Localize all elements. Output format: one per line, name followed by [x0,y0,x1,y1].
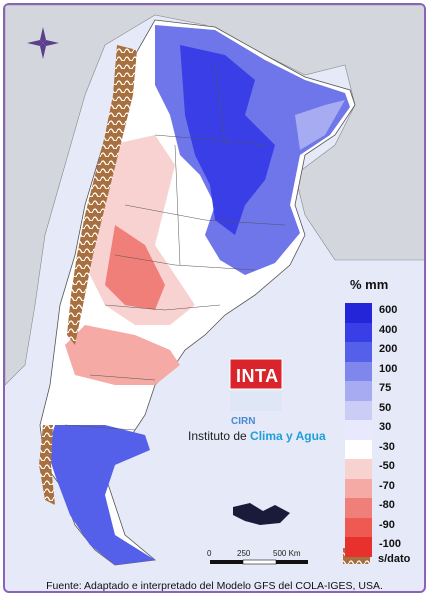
legend-item: -100 [345,537,424,557]
wet-ne [295,100,345,150]
wet-core-north [180,45,275,235]
legend-label: 200 [379,343,398,355]
province-borders [64,64,286,431]
legend-label: 30 [379,421,392,433]
scale-label-0: 0 [207,549,212,558]
inta-logo-text: INTA [236,366,279,386]
legend-item: -50 [345,459,424,479]
legend-label: 400 [379,323,398,336]
compass-icon [27,27,59,59]
wet-area-south [47,425,155,565]
legend-swatch [345,439,372,459]
legend-swatch [345,322,372,342]
scale-label-500: 500 Km [273,549,301,558]
nodata-south [39,425,55,505]
nodata-andes [67,45,137,345]
legend-label: -100 [379,538,402,550]
dry-core [105,225,165,310]
legend: 600 400 200 100 75 50 30 -30 -50 -70 -80 -90 -100 [345,303,424,557]
legend-item: -70 [345,478,424,498]
legend-swatch [345,498,372,518]
legend-swatch [345,400,372,420]
legend-label: -30 [379,440,395,453]
legend-title: % mm [350,277,389,292]
legend-swatch [345,517,372,537]
map-frame: % mm 600 400 200 100 75 50 30 -30 -50 -70 -80 -90 -1… [3,3,426,593]
malvinas-islands [233,503,290,525]
source-caption: Fuente: Adaptado e interpretado del Mode… [46,580,383,592]
legend-label: -80 [379,499,395,511]
legend-item: -30 [345,439,424,459]
legend-label: 600 [379,304,398,316]
legend-item: 100 [345,361,424,381]
legend-label: -90 [379,518,395,531]
institute-label: Instituto de Clima y Agua [188,429,326,443]
nodata-label: s/dato [378,553,411,565]
legend-item: -80 [345,498,424,518]
legend-item: -90 [345,517,424,537]
legend-label: 100 [379,362,398,375]
legend-item: 400 [345,322,424,342]
inta-logo-base [230,391,282,411]
map-canvas [5,5,424,566]
cirn-label: CIRN [231,416,256,427]
legend-label: -70 [379,479,395,492]
scale-label-250: 250 [237,549,251,558]
legend-swatch [345,420,372,440]
legend-label: 75 [379,382,392,394]
legend-label: 50 [379,401,392,414]
dry-patagonia [65,325,180,385]
legend-swatch [345,478,372,498]
legend-swatch [345,381,372,401]
legend-swatch [345,459,372,479]
legend-swatch [345,342,372,362]
legend-label: -50 [379,460,395,472]
legend-item: 50 [345,400,424,420]
legend-item: 600 [345,303,424,323]
legend-item: 30 [345,420,424,440]
legend-swatch [345,537,372,557]
inta-logo [229,358,283,390]
legend-item: 200 [345,342,424,362]
scale-bar [210,559,308,565]
legend-item: 75 [345,381,424,401]
legend-swatch [345,361,372,381]
legend-swatch [345,303,372,323]
